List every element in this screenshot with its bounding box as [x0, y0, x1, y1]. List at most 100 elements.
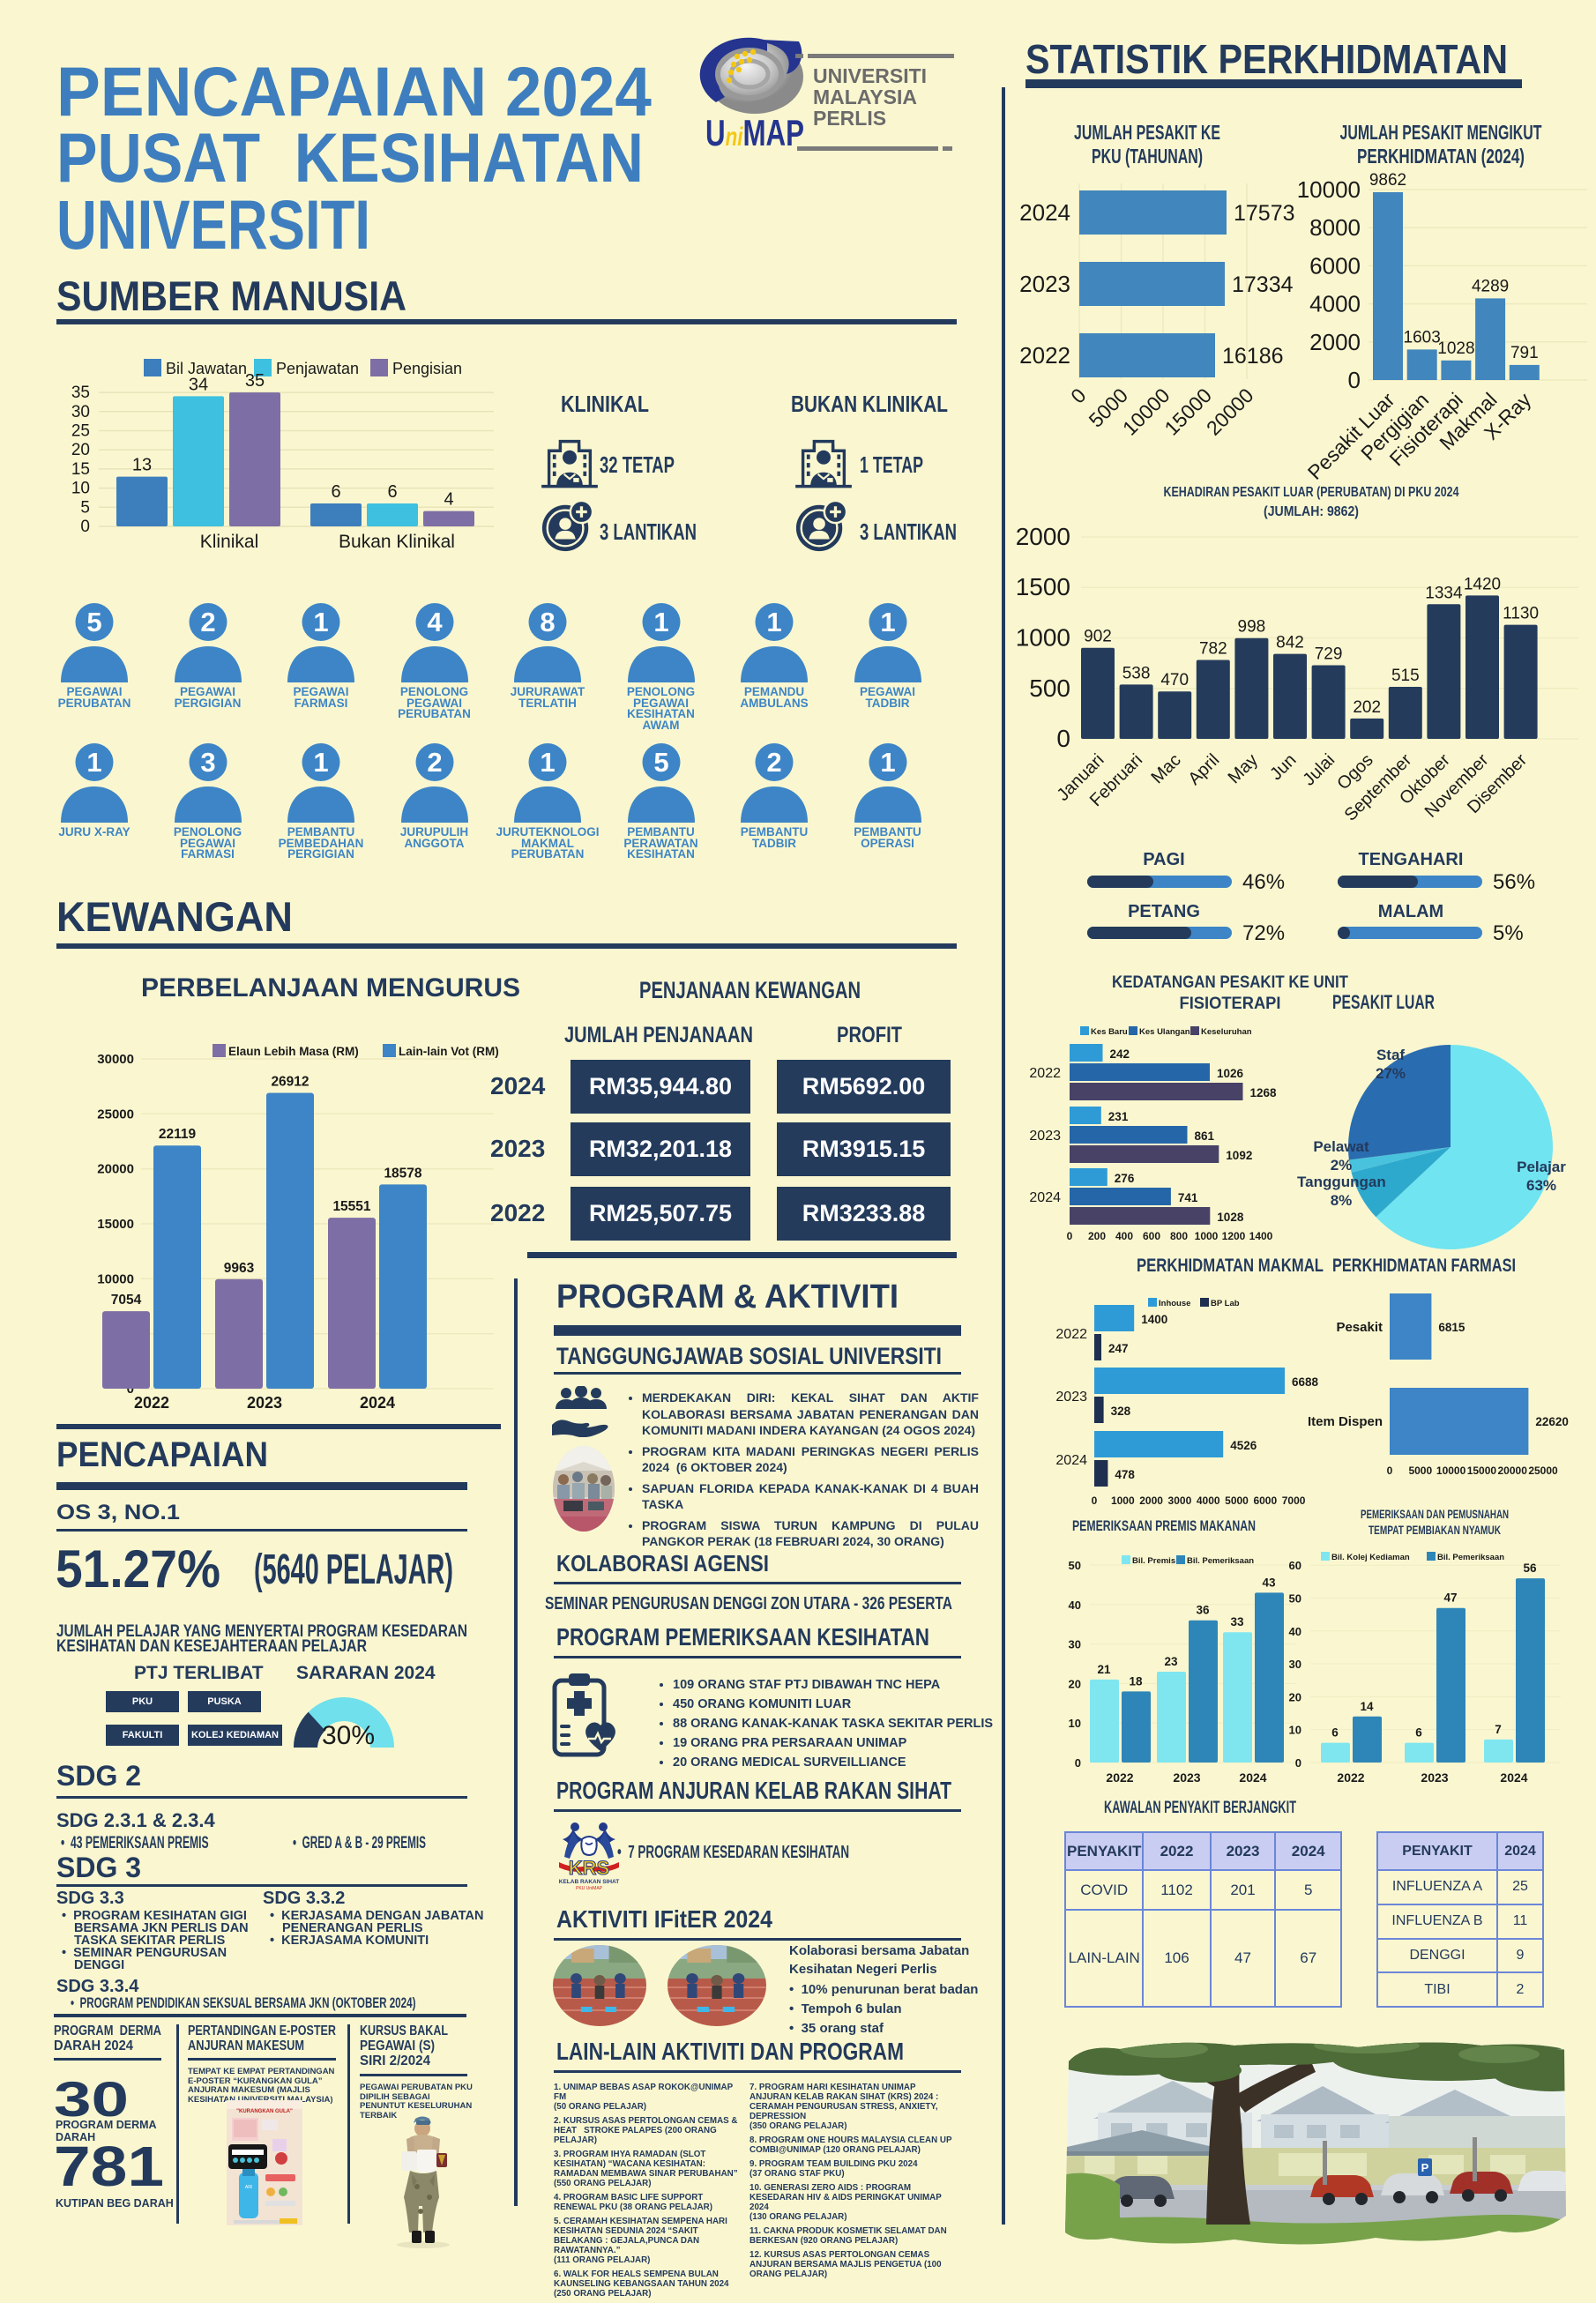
svg-text:KEHADIRAN PESAKIT LUAR (PERUBA: KEHADIRAN PESAKIT LUAR (PERUBATAN) DI PK… [1164, 485, 1459, 500]
svg-text:6: 6 [1415, 1726, 1422, 1740]
svg-text:2000: 2000 [1309, 329, 1361, 355]
svg-text:14: 14 [1360, 1700, 1374, 1713]
svg-text:7: 7 [1495, 1723, 1502, 1736]
svg-text:25: 25 [71, 422, 90, 441]
svg-text:400: 400 [1115, 1230, 1133, 1242]
svg-text:30000: 30000 [97, 1052, 134, 1067]
svg-text:Bil. Premis: Bil. Premis [1132, 1556, 1175, 1566]
svg-text:2022: 2022 [1019, 342, 1070, 369]
svg-text:Item Dispen: Item Dispen [1308, 1414, 1383, 1429]
svg-text:1130: 1130 [1503, 605, 1539, 623]
svg-text:2023: 2023 [1421, 1770, 1448, 1785]
svg-text:4: 4 [444, 490, 453, 510]
svg-text:Elaun Lebih Masa (RM): Elaun Lebih Masa (RM) [228, 1045, 359, 1058]
svg-text:KELAB RAKAN SIHAT: KELAB RAKAN SIHAT [559, 1879, 620, 1885]
svg-text:0: 0 [1387, 1465, 1393, 1477]
svg-text:56: 56 [1523, 1561, 1537, 1575]
svg-text:Penjawatan: Penjawatan [276, 360, 359, 377]
svg-text:JUMLAH PESAKIT KE: JUMLAH PESAKIT KE [1074, 121, 1220, 144]
svg-text:1: 1 [880, 607, 895, 637]
svg-text:1400: 1400 [1249, 1230, 1273, 1242]
svg-text:Bil. Kolej Kediaman: Bil. Kolej Kediaman [1331, 1553, 1410, 1562]
svg-text:2000: 2000 [1139, 1494, 1163, 1507]
svg-text:PERKHIDMATAN FARMASI: PERKHIDMATAN FARMASI [1332, 1256, 1516, 1276]
svg-text:4: 4 [427, 607, 443, 637]
svg-text:PERBELANJAAN MENGURUS: PERBELANJAAN MENGURUS [141, 973, 520, 1002]
svg-text:43: 43 [1262, 1576, 1276, 1589]
svg-text:23: 23 [1164, 1655, 1178, 1668]
svg-text:200: 200 [1088, 1230, 1106, 1242]
svg-text:2022: 2022 [1029, 1066, 1061, 1081]
svg-text:1: 1 [86, 747, 101, 778]
svg-text:26912: 26912 [271, 1075, 309, 1090]
svg-text:10000: 10000 [1297, 176, 1361, 203]
svg-text:0: 0 [1066, 384, 1090, 407]
svg-text:"KURANGKAN GULA": "KURANGKAN GULA" [236, 2109, 293, 2114]
svg-text:22119: 22119 [159, 1127, 197, 1142]
svg-text:2024: 2024 [1500, 1770, 1527, 1785]
svg-text:May: May [1225, 750, 1262, 787]
svg-text:Kes Ulangan: Kes Ulangan [1139, 1027, 1190, 1037]
svg-text:9963: 9963 [224, 1261, 255, 1276]
svg-text:Mac: Mac [1147, 750, 1184, 787]
svg-text:KRS: KRS [569, 1857, 609, 1879]
svg-text:4526: 4526 [1230, 1439, 1257, 1452]
svg-text:36: 36 [1196, 1604, 1210, 1617]
svg-text:60: 60 [1289, 1559, 1301, 1572]
svg-text:15000: 15000 [1160, 384, 1216, 440]
svg-text:15551: 15551 [332, 1199, 370, 1214]
svg-text:17334: 17334 [1232, 272, 1294, 297]
svg-text:Pesakit: Pesakit [1336, 1320, 1383, 1335]
svg-text:4289: 4289 [1472, 277, 1509, 295]
svg-text:6688: 6688 [1292, 1375, 1319, 1389]
svg-text:KEDATANGAN PESAKIT KE UNIT: KEDATANGAN PESAKIT KE UNIT [1112, 973, 1348, 992]
svg-text:247: 247 [1108, 1342, 1129, 1355]
svg-text:0: 0 [1075, 1756, 1081, 1770]
svg-text:Bil. Pemeriksaan: Bil. Pemeriksaan [1187, 1556, 1254, 1566]
svg-text:UniMAP: UniMAP [705, 112, 804, 153]
svg-text:478: 478 [1115, 1468, 1135, 1481]
svg-text:2022: 2022 [1055, 1327, 1087, 1342]
svg-text:2: 2 [766, 747, 781, 778]
svg-text:Bukan Klinikal: Bukan Klinikal [339, 532, 455, 552]
svg-text:1: 1 [653, 607, 668, 637]
svg-text:BP Lab: BP Lab [1211, 1299, 1240, 1308]
svg-text:April: April [1184, 750, 1223, 789]
svg-text:3: 3 [200, 747, 215, 778]
svg-text:33: 33 [1230, 1615, 1244, 1628]
svg-text:1334: 1334 [1425, 584, 1463, 602]
svg-text:1028: 1028 [1437, 339, 1474, 358]
svg-text:0: 0 [127, 1382, 134, 1397]
svg-text:1092: 1092 [1226, 1149, 1252, 1162]
svg-text:2023: 2023 [1029, 1129, 1061, 1144]
svg-text:1028: 1028 [1217, 1211, 1244, 1224]
svg-text:JUMLAH PESAKIT MENGIKUT: JUMLAH PESAKIT MENGIKUT [1340, 121, 1542, 144]
svg-text:47: 47 [1443, 1591, 1457, 1605]
svg-text:15000: 15000 [97, 1217, 134, 1232]
svg-text:22620: 22620 [1535, 1415, 1569, 1428]
svg-text:3000: 3000 [1168, 1494, 1192, 1507]
svg-text:1500: 1500 [1016, 573, 1070, 600]
svg-text:Pengisian: Pengisian [392, 360, 462, 377]
svg-text:2022: 2022 [1337, 1770, 1364, 1785]
svg-text:6: 6 [331, 482, 340, 502]
svg-text:0: 0 [1348, 367, 1361, 393]
svg-text:Keseluruhan: Keseluruhan [1201, 1027, 1252, 1037]
svg-text:2000: 2000 [1016, 523, 1070, 550]
svg-text:9862: 9862 [1369, 171, 1406, 190]
svg-text:Jun: Jun [1266, 750, 1300, 784]
svg-text:20: 20 [1289, 1690, 1301, 1703]
svg-text:UNIVERSITI: UNIVERSITI [813, 64, 927, 87]
svg-text:2022: 2022 [1106, 1770, 1133, 1785]
svg-text:21: 21 [1097, 1663, 1111, 1676]
svg-text:0: 0 [1067, 1230, 1073, 1242]
svg-text:2022: 2022 [134, 1394, 169, 1412]
svg-text:MALAYSIA: MALAYSIA [813, 86, 917, 108]
svg-text:202: 202 [1353, 698, 1381, 717]
svg-text:0: 0 [1295, 1756, 1301, 1770]
svg-text:800: 800 [1170, 1230, 1188, 1242]
svg-text:PERKHIDMATAN MAKMAL: PERKHIDMATAN MAKMAL [1137, 1256, 1324, 1276]
svg-text:2024: 2024 [1055, 1453, 1087, 1468]
svg-text:10: 10 [1069, 1717, 1081, 1730]
svg-text:10: 10 [1289, 1724, 1301, 1737]
